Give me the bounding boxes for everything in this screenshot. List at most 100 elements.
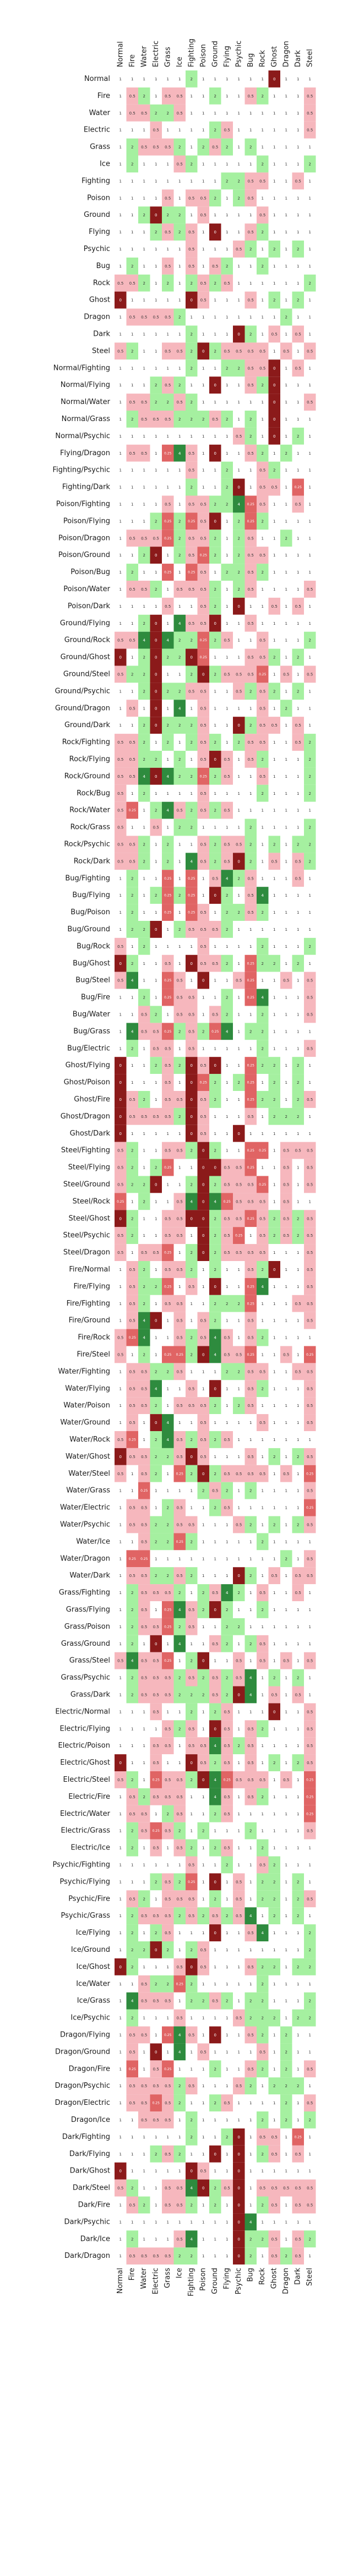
cell-value-label: 2 [297,1761,299,1765]
cell-value-label: 1 [273,2118,275,2122]
cell-value-label: 0.5 [295,604,301,609]
cell-value-label: 1 [214,1046,216,1051]
row-label: Water/Electric [60,1504,110,1512]
cell-value-label: 2 [191,826,193,830]
cell-value-label: 0.5 [141,1506,147,1510]
cell-value-label: 0.25 [247,996,255,1000]
heatmap-cell [292,411,304,428]
cell-value-label: 0.5 [177,2186,183,2191]
cell-value-label: 0.5 [307,2101,313,2105]
cell-value-label: 0 [214,1387,216,1391]
heatmap-cell [257,155,269,173]
heatmap-cell [280,648,292,666]
cell-value-label: 2 [202,1608,204,1612]
cell-value-label: 1 [262,809,264,813]
heatmap-cell [209,751,221,768]
cell-value-label: 1 [226,94,228,99]
row-label: Psychic/Fighting [53,1860,110,1869]
cell-value-label: 0.5 [200,570,206,575]
cell-value-label: 1 [238,656,240,660]
cell-value-label: 1 [178,1999,181,2004]
cell-value-label: 1 [214,400,216,405]
cell-value-label: 2 [191,417,193,422]
cell-value-label: 0.5 [236,2016,242,2021]
cell-value-label: 2 [178,1829,181,1833]
cell-value-label: 1 [309,451,311,456]
cell-value-label: 2 [178,553,181,558]
cell-value-label: 2 [191,1438,193,1442]
cell-value-label: 1 [155,945,157,949]
cell-value-label: 0.5 [200,1132,206,1136]
heatmap-cell [126,734,138,751]
heatmap-cell [233,530,245,547]
cell-value-label: 2 [131,893,133,898]
cell-value-label: 2 [178,2084,181,2088]
cell-value-label: 0.5 [307,400,313,405]
row-label: Psychic/Flying [60,1878,111,1886]
cell-value-label: 2 [309,162,311,166]
cell-value-label: 4 [238,502,241,506]
heatmap-cell [138,138,150,156]
cell-value-label: 1 [202,876,204,881]
cell-value-label: 0.5 [307,996,313,1000]
cell-value-label: 1 [249,1625,252,1629]
heatmap-cell [244,172,257,190]
heatmap-cell [221,444,233,462]
heatmap-cell [173,291,186,309]
cell-value-label: 1 [202,230,204,234]
cell-value-label: 0.5 [188,1914,194,1918]
cell-value-label: 2 [273,842,275,847]
heatmap-cell [304,530,316,547]
cell-value-label: 1 [167,757,169,762]
cell-value-label: 1 [297,1199,299,1204]
heatmap-cell [162,734,174,751]
cell-value-label: 4 [167,809,170,813]
cell-value-label: 0.5 [165,349,171,353]
cell-value-label: 1 [297,1999,299,2004]
cell-value-label: 1 [238,417,240,422]
cell-value-label: 0.5 [200,1438,206,1442]
heatmap-cell [173,241,186,258]
cell-value-label: 1 [131,826,133,830]
cell-value-label: 1 [202,1302,204,1306]
cell-value-label: 1 [143,876,145,881]
cell-value-label: 1 [238,281,240,286]
cell-value-label: 2 [226,366,228,370]
cell-value-label: 0 [273,77,275,81]
column-label-bottom: Psychic [235,2268,243,2294]
cell-value-label: 0.5 [259,1251,265,1255]
cell-value-label: 1 [238,1489,240,1493]
cell-value-label: 0.5 [153,2067,159,2071]
cell-value-label: 1 [191,128,193,133]
cell-value-label: 1 [273,910,275,915]
cell-value-label: 1 [214,162,216,166]
cell-value-label: 1 [309,1336,311,1340]
cell-value-label: 1 [191,179,193,183]
heatmap-cell [292,274,304,292]
cell-value-label: 1 [285,656,287,660]
cell-value-label: 0.25 [247,1064,255,1068]
cell-value-label: 4 [178,2033,181,2037]
cell-value-label: 1 [285,77,287,81]
heatmap-cell [173,223,186,241]
cell-value-label: 0.5 [295,2186,301,2191]
cell-value-label: 1 [309,332,311,336]
heatmap-cell [292,818,304,836]
cell-value-label: 1 [191,2101,193,2105]
column-label-bottom: Grass [164,2268,172,2288]
heatmap-cell [186,308,198,326]
cell-value-label: 0.5 [200,842,206,847]
cell-value-label: 1 [143,604,145,609]
cell-value-label: 0.5 [224,1438,230,1442]
cell-value-label: 1 [155,349,157,353]
cell-value-label: 1 [226,792,228,796]
cell-value-label: 1 [119,1727,122,1731]
cell-value-label: 1 [143,366,145,370]
cell-value-label: 1 [309,1438,311,1442]
cell-value-label: 1 [297,1029,299,1034]
cell-value-label: 0.5 [307,2186,313,2191]
cell-value-label: 1 [309,553,311,558]
cell-value-label: 0 [214,1880,216,1884]
cell-value-label: 2 [238,587,240,592]
cell-value-label: 1 [119,247,122,252]
